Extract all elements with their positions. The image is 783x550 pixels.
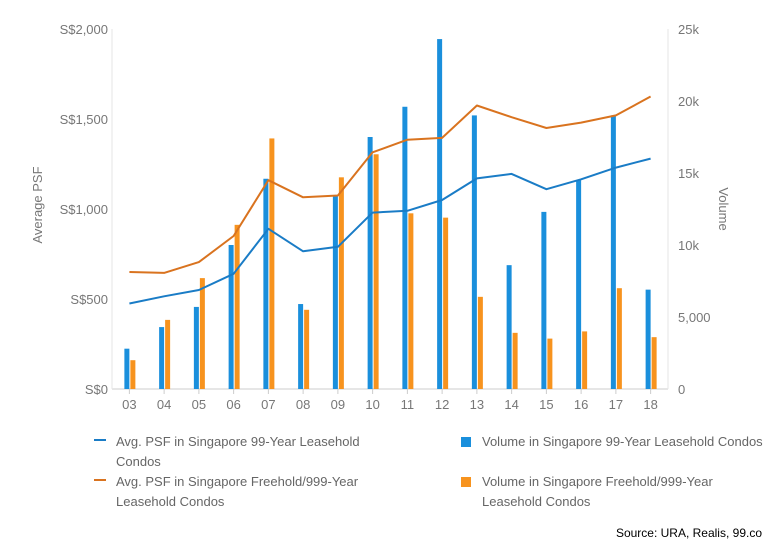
legend-bar-swatch xyxy=(461,437,471,447)
y-left-tick-label: S$0 xyxy=(85,382,108,397)
x-tick-label: 08 xyxy=(296,397,310,412)
bar-leasehold-volume xyxy=(332,196,338,389)
bar-leasehold-volume xyxy=(367,137,373,389)
chart-bars xyxy=(124,39,657,390)
bar-freehold-volume xyxy=(547,338,553,389)
bar-freehold-volume xyxy=(199,278,205,389)
x-tick-label: 12 xyxy=(435,397,449,412)
x-tick-label: 06 xyxy=(226,397,240,412)
x-tick-label: 07 xyxy=(261,397,275,412)
line-freehold-psf xyxy=(129,95,652,274)
bar-leasehold-volume xyxy=(263,178,269,389)
x-tick-label: 04 xyxy=(157,397,171,412)
bar-freehold-volume xyxy=(477,296,483,389)
bar-leasehold-volume xyxy=(159,327,165,389)
chart-lines xyxy=(129,95,652,305)
y-left-tick-label: S$2,000 xyxy=(60,22,108,37)
bar-freehold-volume xyxy=(582,331,588,389)
bar-leasehold-volume xyxy=(124,348,130,389)
x-tick-label: 10 xyxy=(365,397,379,412)
bar-leasehold-volume xyxy=(541,211,547,389)
chart-axes: S$0 S$500 S$1,000 S$1,500 S$2,000 0 5,000 10k 15… xyxy=(60,22,711,412)
legend-bar-swatch xyxy=(461,477,471,487)
legend-line-swatch xyxy=(94,439,106,441)
chart: S$0 S$500 S$1,000 S$1,500 S$2,000 0 5,000 10k 15… xyxy=(30,22,731,412)
y-axis-left-label: Average PSF xyxy=(30,166,45,243)
y-right-tick-label: 5,000 xyxy=(678,310,711,325)
bar-leasehold-volume xyxy=(506,265,512,389)
bar-freehold-volume xyxy=(165,319,171,389)
bar-leasehold-volume xyxy=(228,245,234,389)
legend-line-swatch xyxy=(94,479,106,481)
x-tick-label: 17 xyxy=(609,397,623,412)
y-left-tick-label: S$1,500 xyxy=(60,112,108,127)
bar-leasehold-volume xyxy=(576,180,582,389)
bar-freehold-volume xyxy=(616,288,622,389)
bar-leasehold-volume xyxy=(402,106,408,389)
bar-leasehold-volume xyxy=(298,304,304,389)
x-tick-label: 13 xyxy=(470,397,484,412)
y-left-tick-label: S$1,000 xyxy=(60,202,108,217)
bar-freehold-volume xyxy=(512,332,518,389)
y-left-tick-label: S$500 xyxy=(70,292,108,307)
bar-freehold-volume xyxy=(443,217,449,389)
x-tick-label: 15 xyxy=(539,397,553,412)
bar-freehold-volume xyxy=(234,224,240,389)
bar-freehold-volume xyxy=(130,360,136,389)
y-right-tick-label: 25k xyxy=(678,22,699,37)
bar-leasehold-volume xyxy=(193,306,199,389)
line-leasehold-psf xyxy=(129,157,651,305)
x-tick-label: 05 xyxy=(192,397,206,412)
x-tick-label: 16 xyxy=(574,397,588,412)
x-tick-label: 03 xyxy=(122,397,136,412)
legend-label: Avg. PSF in Singapore 99-Year Leasehold … xyxy=(116,434,360,469)
bar-freehold-volume xyxy=(408,213,414,389)
x-tick-label: 14 xyxy=(504,397,518,412)
x-tick-label: 18 xyxy=(643,397,657,412)
legend-label: Volume in Singapore 99-Year Leasehold Co… xyxy=(482,434,763,449)
bar-freehold-volume xyxy=(304,309,310,389)
y-right-tick-label: 15k xyxy=(678,166,699,181)
x-tick-label: 09 xyxy=(331,397,345,412)
y-axis-right-label: Volume xyxy=(716,187,731,230)
bar-freehold-volume xyxy=(651,337,657,389)
y-right-tick-label: 10k xyxy=(678,238,699,253)
x-tick-label: 11 xyxy=(401,397,415,412)
bar-freehold-volume xyxy=(269,138,275,389)
bar-freehold-volume xyxy=(373,154,379,389)
legend-label: Avg. PSF in Singapore Freehold/999-Year … xyxy=(116,474,359,509)
bar-leasehold-volume xyxy=(610,115,616,390)
bar-leasehold-volume xyxy=(437,39,443,390)
legend-label: Volume in Singapore Freehold/999-Year Le… xyxy=(482,474,713,509)
source-note: Source: URA, Realis, 99.co xyxy=(615,526,762,540)
bar-leasehold-volume xyxy=(645,289,651,389)
bar-freehold-volume xyxy=(338,177,344,389)
bar-leasehold-volume xyxy=(471,115,477,390)
y-right-tick-label: 0 xyxy=(678,382,685,397)
y-right-tick-label: 20k xyxy=(678,94,699,109)
